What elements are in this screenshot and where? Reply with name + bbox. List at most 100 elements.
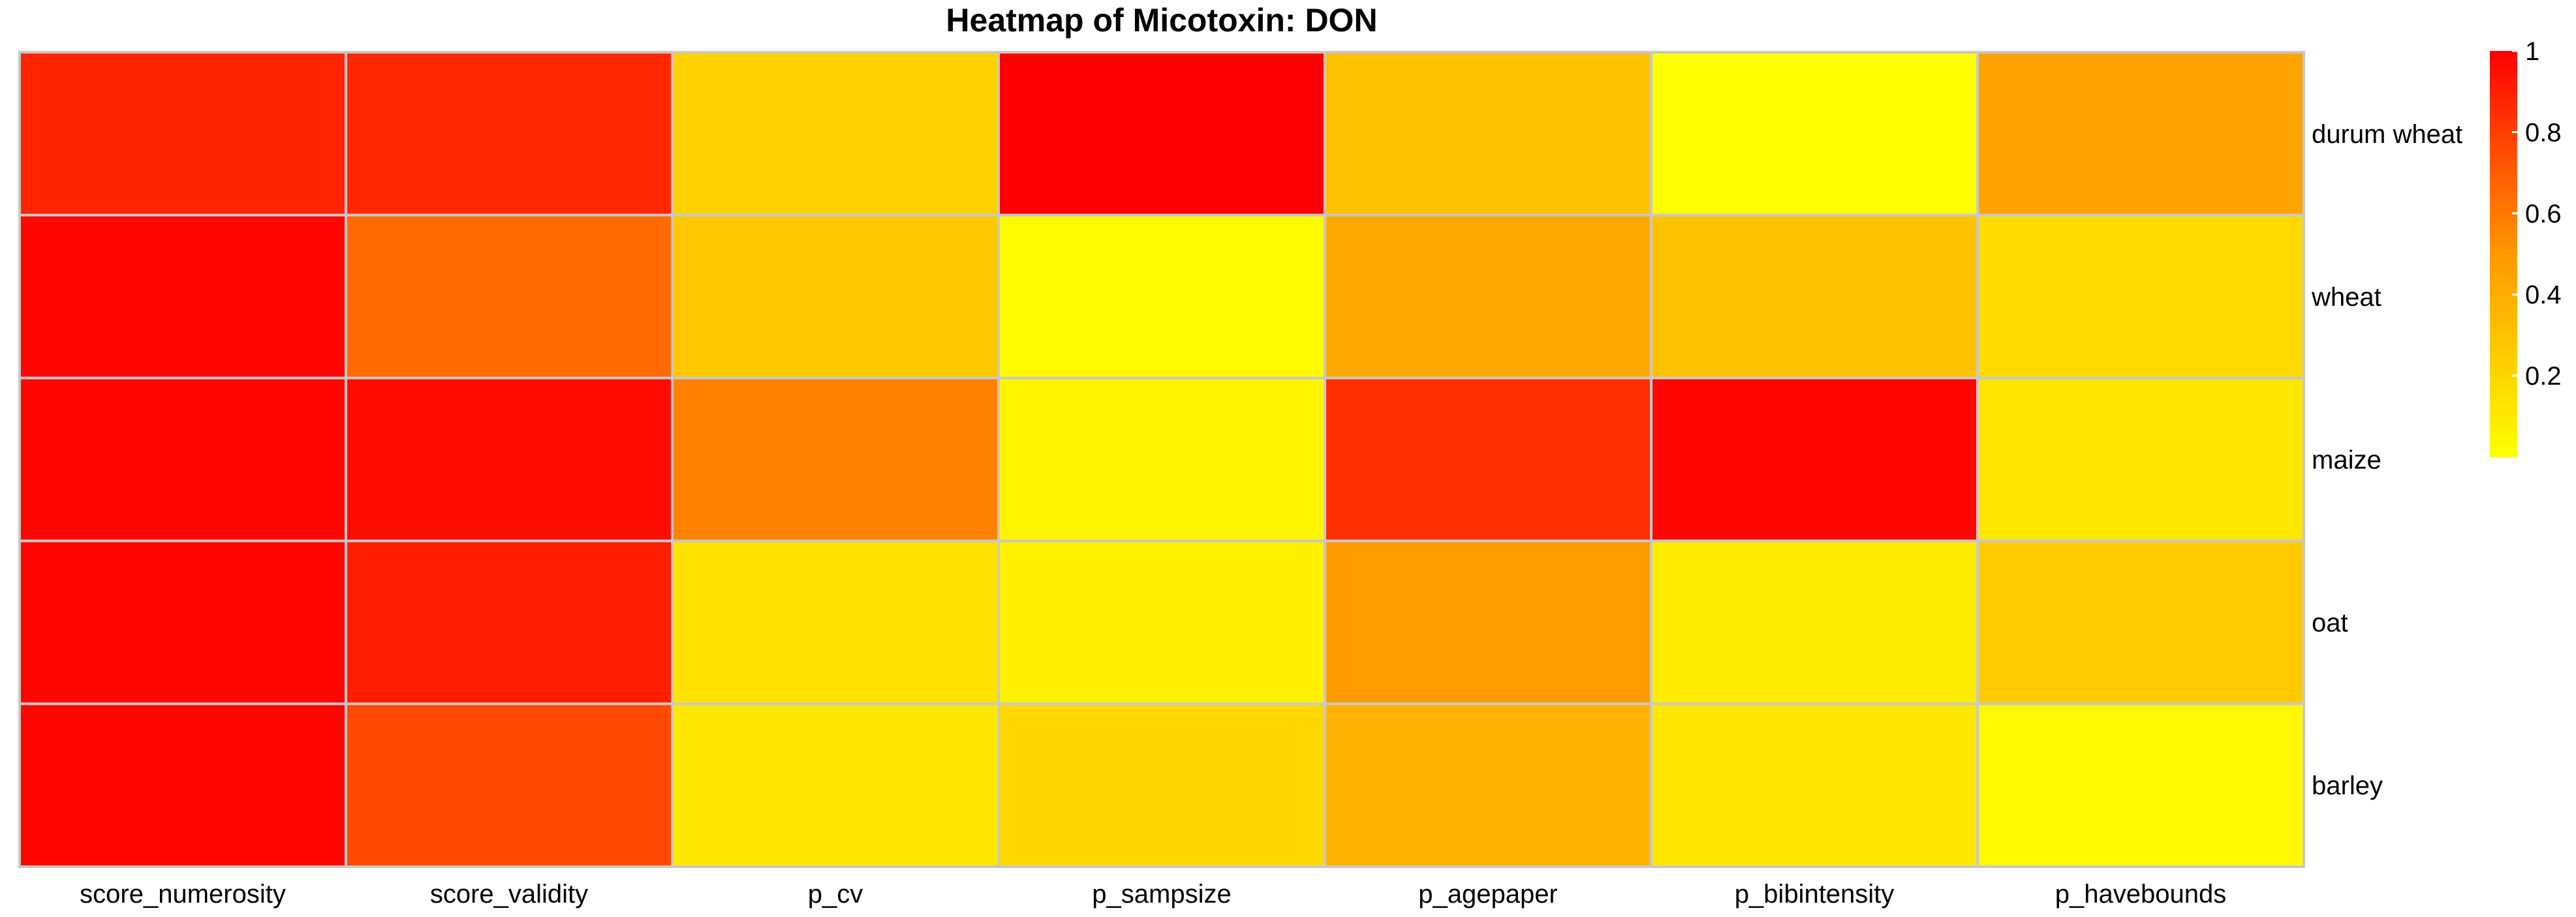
heatmap-cell-maize-p_sampsize: [997, 377, 1326, 542]
heatmap-cell-barley-p_cv: [671, 702, 1000, 869]
heatmap-cell-durum-wheat-p_sampsize: [997, 51, 1326, 217]
color-legend-step: [2490, 406, 2517, 412]
color-legend-step: [2490, 152, 2517, 159]
color-legend-tick-label: 0.6: [2525, 200, 2562, 228]
heatmap-cell-wheat-p_havebounds: [1976, 213, 2305, 380]
color-legend-step: [2490, 147, 2517, 153]
heatmap-cells: [18, 51, 2305, 869]
color-legend-step: [2490, 187, 2517, 194]
color-legend-step: [2490, 86, 2517, 92]
column-label: score_numerosity: [80, 880, 286, 909]
color-legend-step: [2490, 249, 2517, 255]
color-legend-step: [2490, 431, 2517, 437]
color-legend-step: [2490, 309, 2517, 316]
color-legend-step: [2490, 228, 2517, 234]
heatmap-cell-barley-p_havebounds: [1976, 702, 2305, 869]
color-legend-step: [2490, 233, 2517, 240]
color-legend-step: [2490, 51, 2517, 57]
color-legend-tick-label: 0.2: [2525, 362, 2562, 391]
heatmap-cell-wheat-p_agepaper: [1324, 213, 1653, 380]
color-legend-step: [2490, 421, 2517, 427]
color-legend-step: [2490, 193, 2517, 199]
color-legend-step: [2490, 320, 2517, 326]
color-legend-step: [2490, 370, 2517, 377]
chart-title: Heatmap of Micotoxin: DON: [946, 2, 1377, 39]
color-legend-step: [2490, 198, 2517, 204]
heatmap-cell-durum-wheat-p_havebounds: [1976, 51, 2305, 217]
heatmap-cell-barley-p_sampsize: [997, 702, 1326, 869]
color-legend-step: [2490, 243, 2517, 250]
color-legend-step: [2490, 324, 2517, 331]
heatmap-cell-oat-p_cv: [671, 539, 1000, 706]
column-label: p_bibintensity: [1735, 880, 1895, 909]
color-legend-step: [2490, 254, 2517, 260]
color-legend-step: [2490, 55, 2517, 62]
color-legend-step: [2490, 304, 2517, 311]
heatmap-cell-maize-score_validity: [345, 377, 674, 542]
heatmap-cell-barley-p_agepaper: [1324, 702, 1653, 869]
heatmap-cell-maize-score_numerosity: [18, 377, 347, 542]
color-legend-step: [2490, 121, 2517, 128]
heatmap-cell-wheat-p_cv: [671, 213, 1000, 380]
heatmap-cell-oat-p_agepaper: [1324, 539, 1653, 706]
row-label: maize: [2312, 446, 2382, 474]
color-legend-step: [2490, 345, 2517, 351]
color-legend-step: [2490, 360, 2517, 366]
color-legend-step: [2490, 446, 2517, 453]
color-legend-step: [2490, 299, 2517, 305]
color-legend-step: [2490, 365, 2517, 371]
row-label: barley: [2312, 771, 2383, 800]
color-legend-step: [2490, 426, 2517, 432]
color-legend-step: [2490, 163, 2517, 168]
row-label: wheat: [2311, 283, 2382, 311]
heatmap-cell-maize-p_agepaper: [1324, 377, 1653, 542]
heatmap-cell-durum-wheat-p_cv: [671, 51, 1000, 217]
heatmap-cell-maize-p_havebounds: [1976, 377, 2305, 542]
color-legend-step: [2490, 258, 2517, 265]
color-legend-step: [2490, 396, 2517, 402]
color-legend-step: [2490, 142, 2517, 148]
color-legend-step: [2490, 274, 2517, 280]
color-legend-step: [2490, 350, 2517, 356]
color-legend-step: [2490, 284, 2517, 290]
color-legend-step: [2490, 411, 2517, 417]
color-legend-step: [2490, 101, 2517, 108]
color-legend-step: [2490, 441, 2517, 448]
column-label: p_havebounds: [2055, 880, 2226, 909]
heatmap-cell-barley-score_validity: [345, 702, 674, 869]
color-legend-step: [2490, 71, 2517, 77]
color-legend-step: [2490, 436, 2517, 443]
color-legend-tick-label: 1: [2525, 37, 2539, 66]
color-legend-step: [2490, 279, 2517, 285]
color-legend-step: [2490, 208, 2517, 214]
color-legend-step: [2490, 203, 2517, 209]
color-legend-step: [2490, 390, 2517, 397]
heatmap-cell-wheat-score_validity: [345, 213, 674, 380]
color-legend-step: [2490, 386, 2517, 392]
row-label: oat: [2312, 609, 2348, 638]
column-label: p_cv: [808, 880, 863, 909]
heatmap-cell-oat-p_havebounds: [1976, 539, 2305, 706]
color-legend: 1 0.8 0.6 0.4 0.2: [2490, 37, 2562, 458]
color-legend-step: [2490, 238, 2517, 245]
heatmap-cell-durum-wheat-p_agepaper: [1324, 51, 1653, 217]
row-labels: durum wheat wheat maize oat barley: [2311, 120, 2462, 800]
color-legend-tick-label: 0.4: [2525, 281, 2562, 309]
heatmap-cell-oat-p_sampsize: [997, 539, 1326, 706]
color-legend-step: [2490, 375, 2517, 382]
heatmap-cell-durum-wheat-p_bibintensity: [1650, 51, 1979, 217]
color-legend-step: [2490, 381, 2517, 386]
heatmap-cell-durum-wheat-score_validity: [345, 51, 674, 217]
color-legend-step: [2490, 81, 2517, 87]
color-legend-step: [2490, 178, 2517, 183]
color-legend-step: [2490, 401, 2517, 407]
heatmap-cell-oat-p_bibintensity: [1650, 539, 1979, 706]
color-legend-step: [2490, 269, 2517, 275]
color-legend-step: [2490, 61, 2517, 67]
heatmap-cell-wheat-p_bibintensity: [1650, 213, 1979, 380]
color-legend-step: [2490, 289, 2517, 295]
color-legend-step: [2490, 132, 2517, 138]
column-labels: score_numerosity score_validity p_cv p_samp…: [80, 880, 2226, 909]
